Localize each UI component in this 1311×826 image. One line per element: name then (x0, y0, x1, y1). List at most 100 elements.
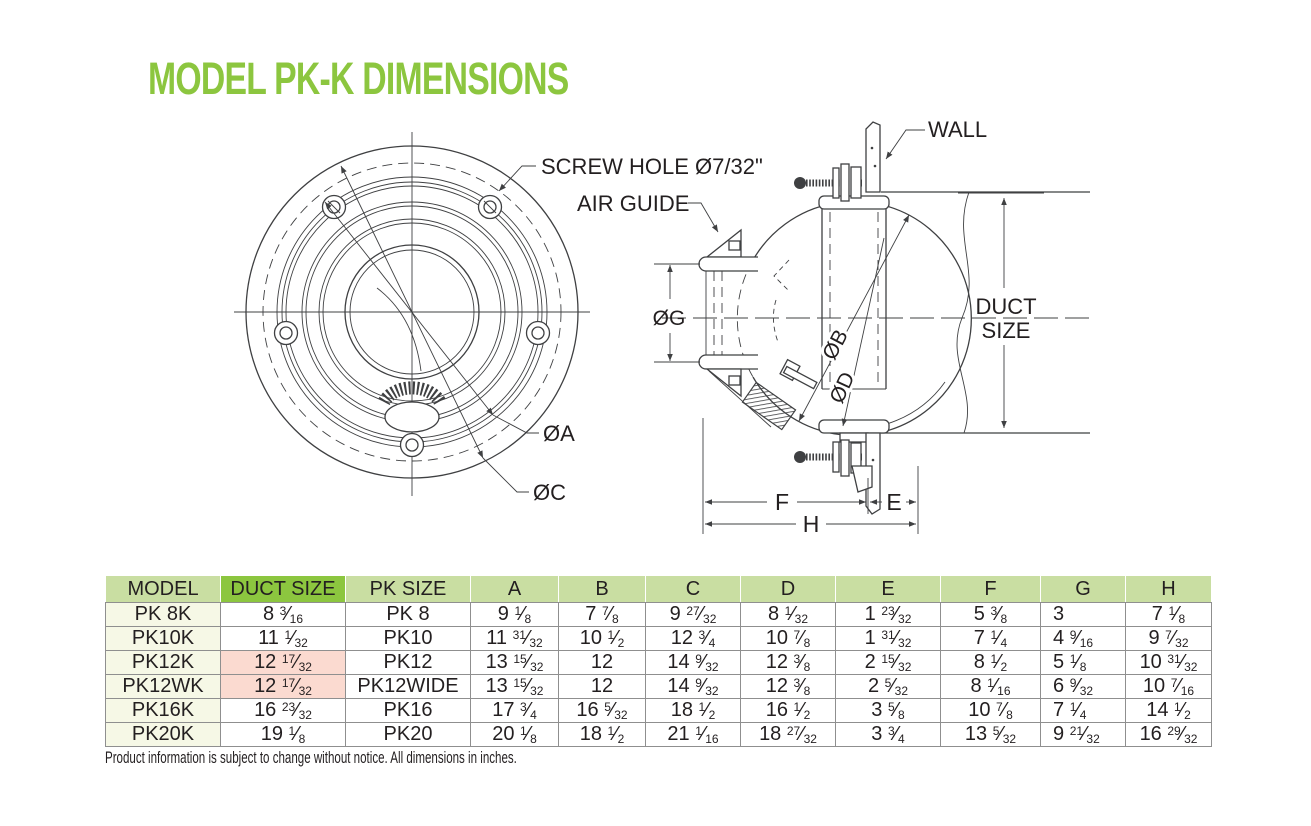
adjustment-knob (741, 358, 818, 431)
footnote: Product information is subject to change… (105, 748, 517, 767)
dimensions-table: MODEL DUCT SIZE PK SIZE A B C D E F G H PK 8K 8 3⁄1… (105, 575, 1212, 747)
table-cell: PK10K (105, 626, 221, 651)
table-cell: 10 7⁄8 (940, 698, 1041, 723)
table-cell: 12 (558, 650, 646, 675)
duct-size-label-2: SIZE (982, 318, 1031, 343)
table-cell: PK 8K (105, 602, 221, 627)
column-header: DUCT SIZE (220, 575, 346, 603)
dia-g-label: ØG (653, 307, 686, 330)
table-cell: 16 29⁄32 (1125, 722, 1212, 747)
table-cell: PK12K (105, 650, 221, 675)
wall-section-top (865, 121, 881, 193)
table-cell: 12 3⁄4 (645, 626, 741, 651)
table-cell: 9 1⁄8 (470, 602, 559, 627)
dia-b-label: ØB (818, 326, 853, 364)
table-cell: 16 5⁄32 (558, 698, 646, 723)
table-cell: 4 9⁄16 (1040, 626, 1126, 651)
table-cell: 7 1⁄4 (940, 626, 1041, 651)
dia-a-label: ØA (543, 421, 575, 446)
column-header: MODEL (105, 575, 221, 603)
table-cell: 5 1⁄8 (1040, 650, 1126, 675)
table-cell: 12 17⁄32 (220, 674, 346, 699)
table-cell: 14 9⁄32 (645, 674, 741, 699)
table-cell: 3 5⁄8 (835, 698, 941, 723)
table-cell: 7 1⁄4 (1040, 698, 1126, 723)
table-cell: 9 27⁄32 (645, 602, 741, 627)
table-cell: 1 23⁄32 (835, 602, 941, 627)
table-cell: PK12WK (105, 674, 221, 699)
table-cell: PK20K (105, 722, 221, 747)
table-cell: 10 7⁄8 (740, 626, 836, 651)
column-header: H (1125, 575, 1212, 603)
dim-h-label: H (803, 511, 820, 537)
column-header: G (1040, 575, 1126, 603)
table-cell: PK16K (105, 698, 221, 723)
mounting-screw-bottom (794, 439, 873, 493)
wall-label: WALL (928, 117, 987, 142)
dim-duct-size: DUCT SIZE (958, 192, 1044, 434)
column-header: C (645, 575, 741, 603)
table-cell: 6 9⁄32 (1040, 674, 1126, 699)
knob (384, 401, 440, 433)
table-row: PK12K 12 17⁄32 PK12 13 15⁄32 12 14 9⁄32 12 3⁄8… (105, 650, 1212, 675)
table-cell: 10 31⁄32 (1125, 650, 1212, 675)
table-row: PK16K 16 23⁄32 PK16 17 3⁄4 16 5⁄32 18 1⁄2 16 1… (105, 698, 1212, 723)
table-cell: 3 3⁄4 (835, 722, 941, 747)
mounting-screw-top (794, 163, 862, 202)
table-cell: PK 8 (345, 602, 471, 627)
table-cell: 7 1⁄8 (1125, 602, 1212, 627)
table-cell: PK20 (345, 722, 471, 747)
column-header: E (835, 575, 941, 603)
table-header: MODEL DUCT SIZE PK SIZE A B C D E F G H (105, 575, 1212, 603)
table-cell: 21 1⁄16 (645, 722, 741, 747)
table-container: MODEL DUCT SIZE PK SIZE A B C D E F G H PK 8K 8 3⁄1… (105, 575, 1212, 747)
column-header: A (470, 575, 559, 603)
table-cell: 20 1⁄8 (470, 722, 559, 747)
page-title: MODEL PK-K DIMENSIONS (148, 53, 569, 104)
table-cell: 2 5⁄32 (835, 674, 941, 699)
table-cell: 11 1⁄32 (220, 626, 346, 651)
side-view-diagram: ØG ØB ØD DUCT SIZE (577, 117, 1094, 537)
table-cell: 8 1⁄2 (940, 650, 1041, 675)
table-header-row: MODEL DUCT SIZE PK SIZE A B C D E F G H (105, 575, 1212, 603)
table-cell: 16 23⁄32 (220, 698, 346, 723)
column-header: B (558, 575, 646, 603)
table-cell: 9 7⁄32 (1125, 626, 1212, 651)
front-view-diagram: ØA ØC SCREW HOLE Ø7/32" (234, 132, 763, 505)
air-guide (698, 228, 772, 428)
table-cell: 13 5⁄32 (940, 722, 1041, 747)
bottom-collar (818, 419, 890, 434)
table-cell: 8 1⁄32 (740, 602, 836, 627)
table-cell: 16 1⁄2 (740, 698, 836, 723)
table-cell: 12 17⁄32 (220, 650, 346, 675)
wall-section-bottom (865, 432, 881, 515)
table-cell: 8 3⁄16 (220, 602, 346, 627)
table-cell: 5 3⁄8 (940, 602, 1041, 627)
table-cell: 3 (1040, 602, 1126, 627)
table-row: PK10K 11 1⁄32 PK10 11 31⁄32 10 1⁄2 12 3⁄4 10 7… (105, 626, 1212, 651)
table-cell: 14 9⁄32 (645, 650, 741, 675)
table-cell: PK12 (345, 650, 471, 675)
column-header: D (740, 575, 836, 603)
table-cell: 10 7⁄16 (1125, 674, 1212, 699)
air-guide-label: AIR GUIDE (577, 191, 689, 216)
table-cell: 12 (558, 674, 646, 699)
screw-hole-label: SCREW HOLE Ø7/32" (541, 154, 763, 179)
table-row: PK20K 19 1⁄8 PK20 20 1⁄8 18 1⁄2 21 1⁄16 18 27⁄… (105, 722, 1212, 747)
dim-g: ØG (653, 263, 700, 363)
table-cell: 1 31⁄32 (835, 626, 941, 651)
column-header: PK SIZE (345, 575, 471, 603)
table-cell: 12 3⁄8 (740, 650, 836, 675)
table-cell: 13 15⁄32 (470, 674, 559, 699)
table-cell: 18 27⁄32 (740, 722, 836, 747)
table-cell: 17 3⁄4 (470, 698, 559, 723)
table-cell: 18 1⁄2 (558, 722, 646, 747)
dia-c-label: ØC (533, 480, 566, 505)
table-cell: PK10 (345, 626, 471, 651)
technical-drawing: ØA ØC SCREW HOLE Ø7/32" (234, 117, 1094, 537)
table-cell: PK16 (345, 698, 471, 723)
table-cell: 7 7⁄8 (558, 602, 646, 627)
